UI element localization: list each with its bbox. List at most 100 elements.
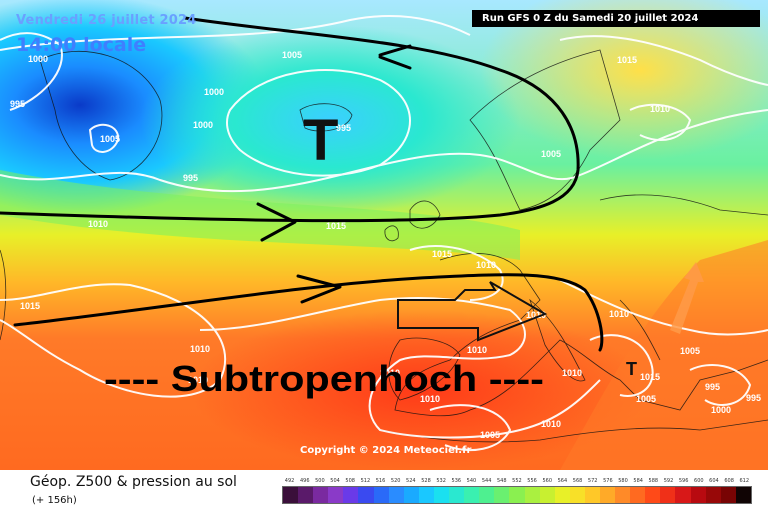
low-pressure-symbol: T — [303, 108, 338, 173]
isobar-label: 1000 — [193, 120, 213, 130]
legend-swatch — [599, 487, 616, 503]
legend-swatch — [690, 487, 706, 503]
isobar-label: 1005 — [282, 50, 302, 60]
isobar-label: 1015 — [326, 221, 346, 231]
iceland-low-field — [140, 25, 520, 215]
legend-label: 604 — [709, 478, 719, 484]
isobar-label: 1000 — [28, 54, 48, 64]
legend-swatch — [675, 487, 691, 503]
isobar-label: 1005 — [680, 346, 700, 356]
legend-swatch — [433, 487, 450, 503]
legend-label: 608 — [724, 478, 734, 484]
legend-swatch — [494, 487, 510, 503]
legend-label: 612 — [739, 478, 750, 484]
isobar-label: 1010 — [467, 345, 487, 355]
jet-west-arrowhead-icon — [256, 202, 297, 242]
legend-label: 536 — [451, 478, 462, 484]
isobar-label: 995 — [705, 382, 720, 392]
legend-swatch — [449, 487, 465, 503]
legend-label: 564 — [557, 478, 568, 484]
legend-label: 528 — [421, 478, 431, 484]
isobar-label: 1005 — [480, 430, 500, 440]
legend-label: 596 — [678, 478, 689, 484]
isobar-label: 1000 — [711, 405, 731, 415]
legend-label: 560 — [542, 478, 552, 484]
legend-swatch — [313, 487, 329, 503]
small-low-symbol: T — [626, 359, 637, 379]
forecast-date: Vendredi 26 juillet 2024 — [16, 13, 197, 28]
isobar-label: 1010 — [541, 419, 561, 429]
legend-label: 556 — [527, 478, 537, 484]
legend-label: 540 — [466, 478, 477, 484]
color-scale-legend: 492 496 500 504 508 512 516 520 524 528 532 536 540 5… — [282, 478, 752, 508]
subtropical-high-label: ---- Subtropenhoch ---- — [104, 358, 544, 399]
isobar-label: 1015 — [640, 372, 660, 382]
jet-north-arrow — [0, 16, 580, 223]
isobar-label: 1010 — [650, 104, 670, 114]
isobar-label: 1015 — [432, 249, 452, 259]
isobar-label: 1005 — [636, 394, 656, 404]
isobar-values: 1000 995 1000 1005 1000 995 995 1005 101… — [10, 50, 761, 440]
isobar-label: 1005 — [100, 134, 120, 144]
legend-swatch — [283, 487, 299, 503]
green-band — [0, 170, 520, 260]
legend-label: 504 — [330, 478, 340, 484]
eastern-warm-tongue — [560, 240, 768, 470]
legend-label: 588 — [648, 478, 659, 484]
legend-swatch — [735, 487, 751, 503]
legend-label: 520 — [390, 478, 401, 484]
legend-labels: 492 496 500 504 508 512 516 520 524 528 532 536 540 5… — [282, 478, 752, 484]
jet-south-arrow — [13, 273, 604, 352]
legend-swatch — [584, 487, 600, 503]
legend-label: 552 — [512, 478, 522, 484]
legend-swatch — [645, 487, 661, 503]
legend-swatch — [373, 487, 389, 503]
isobar-label: 1010 — [562, 368, 582, 378]
isobar-label: 995 — [183, 173, 198, 183]
legend-swatch — [539, 487, 555, 503]
isobar-label: 1015 — [20, 301, 40, 311]
legend-swatch — [479, 487, 495, 503]
forecast-time: 14:00 locale — [16, 34, 147, 56]
copyright-notice: Copyright © 2024 Meteociel.fr — [300, 445, 472, 456]
isobar-label: 1010 — [420, 394, 440, 404]
isobar-label: 1010 — [380, 368, 400, 378]
legend-label: 508 — [345, 478, 355, 484]
legend-swatch — [660, 487, 676, 503]
isobar-label: 1010 — [88, 219, 108, 229]
legend-label: 592 — [663, 478, 674, 484]
isobar-label: 1010 — [609, 309, 629, 319]
legend-label: 524 — [406, 478, 416, 484]
legend-label: 600 — [694, 478, 704, 484]
legend-swatch — [569, 487, 585, 503]
scandinavia-warm-field — [480, 0, 768, 160]
isobar-label: 1010 — [526, 310, 546, 320]
legend-swatch — [298, 487, 314, 503]
isobar-label: 995 — [746, 393, 761, 403]
lead-time: (+ 156h) — [32, 495, 77, 506]
legend-swatches — [282, 486, 752, 504]
isobars — [0, 15, 768, 451]
parameter-title: Géop. Z500 & pression au sol — [30, 474, 237, 490]
isobar-label: 1000 — [204, 87, 224, 97]
legend-label: 576 — [603, 478, 613, 484]
legend-label: 568 — [572, 478, 583, 484]
legend-label: 532 — [436, 478, 446, 484]
jet-stream-arrows — [0, 16, 604, 352]
legend-swatch — [509, 487, 525, 503]
legend-label: 544 — [481, 478, 492, 484]
isobar-label: 1015 — [617, 55, 637, 65]
isobar-label: 995 — [336, 123, 351, 133]
legend-label: 584 — [633, 478, 643, 484]
legend-label: 496 — [299, 478, 310, 484]
legend-swatch — [630, 487, 646, 503]
legend-label: 500 — [315, 478, 325, 484]
isobar-label: 995 — [10, 99, 25, 109]
legend-swatch — [615, 487, 631, 503]
isobar-label: 1005 — [541, 149, 561, 159]
legend-swatch — [705, 487, 721, 503]
model-run-banner: Run GFS 0 Z du Samedi 20 juillet 2024 — [472, 10, 760, 27]
legend-swatch — [403, 487, 419, 503]
block-arrow — [397, 281, 548, 342]
legend-swatch — [464, 487, 480, 503]
